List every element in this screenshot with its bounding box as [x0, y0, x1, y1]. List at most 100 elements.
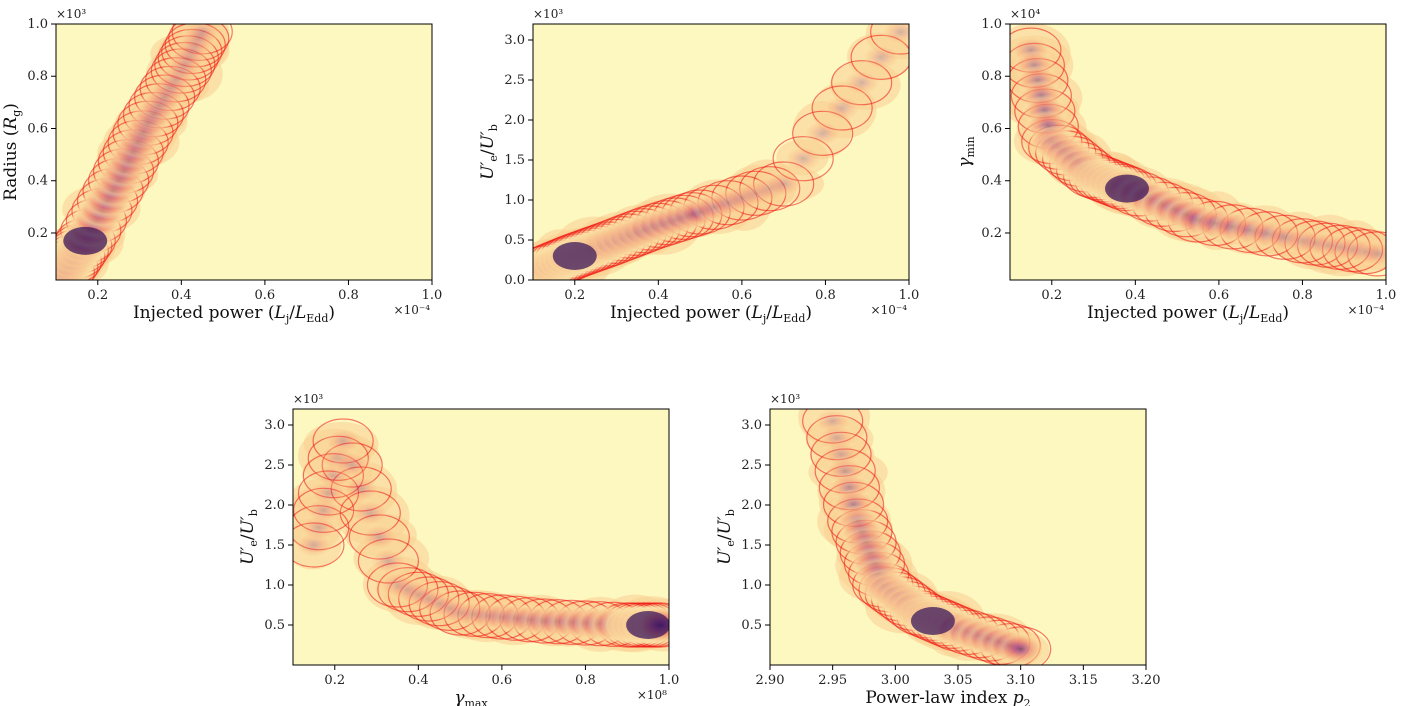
density-peak: [626, 611, 669, 639]
density-peak: [63, 226, 108, 255]
x-tick-label: 0.4: [171, 288, 192, 303]
x-multiplier: ×10⁻⁴: [871, 303, 908, 317]
y-tick-label: 2.5: [741, 458, 762, 473]
x-axis-label: Power-law index p2: [865, 688, 1030, 706]
x-tick-label: 0.2: [87, 288, 108, 303]
subplot-4: 0.2 0.4 0.6 0.8 1.0 0.5 1.0 1.5 2.0 2.5 3.0 ×10³ ×10…: [238, 392, 680, 706]
y-multiplier: ×10³: [533, 7, 563, 21]
x-axis-label: Injected power (Lj/LEdd): [133, 303, 335, 325]
density-blob: [802, 119, 844, 148]
x-tick-label: 0.8: [575, 673, 596, 688]
density-layer: [1010, 24, 1386, 277]
density-blob: [349, 499, 391, 527]
density-blob: [367, 547, 409, 575]
y-tick-label: 1.0: [27, 17, 48, 32]
y-tick-label: 0.8: [27, 69, 48, 84]
y-tick-label: 0.5: [504, 233, 525, 248]
y-tick-label: 0.2: [27, 226, 48, 241]
x-tick-label: 3.00: [881, 673, 910, 688]
x-tick-label: 2.95: [818, 673, 847, 688]
x-tick-label: 0.6: [492, 673, 513, 688]
y-axis-label: U′e/U′b: [238, 509, 260, 565]
density-blob: [1357, 239, 1386, 268]
plot-frame: [292, 408, 670, 666]
x-tick-label: 0.2: [1041, 288, 1062, 303]
density-blob: [841, 68, 883, 97]
density-blob: [358, 523, 400, 551]
y-axis-label: Radius (Rg): [1, 103, 23, 201]
y-tick-label: 1.0: [741, 578, 762, 593]
x-tick-label: 1.0: [1376, 288, 1397, 303]
x-tick-label: 0.4: [1125, 288, 1146, 303]
y-axis-label: U′e/U′b: [478, 124, 500, 180]
y-tick-label: 2.5: [504, 73, 525, 88]
subplot-5: 2.90 2.95 3.00 3.05 3.10 3.15 3.20 0.5 1.0 1.5 2.0…: [715, 392, 1161, 706]
y-axis-label: γmin: [955, 136, 977, 167]
subplot-3: 0.2 0.4 0.6 0.8 1.0 0.2 0.4 0.6 0.8 1.0 ×10⁴ ×10⁻⁴ I…: [955, 7, 1397, 325]
y-tick-label: 0.0: [504, 273, 525, 288]
subplot-grid: 0.2 0.4 0.6 0.8 1.0 0.2 0.4 0.6 0.8 1.0 ×10³ ×10⁻⁴ I…: [1, 7, 1397, 706]
y-multiplier: ×10⁴: [1010, 7, 1040, 21]
x-tick-label: 1.0: [659, 673, 680, 688]
y-multiplier: ×10³: [56, 7, 86, 21]
y-tick-label: 1.5: [504, 153, 525, 168]
y-tick-label: 3.0: [264, 418, 285, 433]
y-tick-label: 1.5: [264, 538, 285, 553]
x-tick-label: 0.6: [732, 288, 753, 303]
density-layer: [798, 409, 1052, 665]
y-tick-label: 3.0: [504, 33, 525, 48]
x-tick-label: 3.20: [1132, 673, 1161, 688]
x-tick-label: 0.2: [564, 288, 585, 303]
density-blob: [763, 170, 805, 198]
density-blob: [181, 24, 223, 46]
y-tick-label: 2.0: [264, 498, 285, 513]
x-tick-label: 3.15: [1069, 673, 1098, 688]
density-layer: [56, 24, 233, 280]
y-tick-label: 1.0: [264, 578, 285, 593]
x-multiplier: ×10⁻⁴: [394, 303, 431, 317]
x-tick-label: 0.8: [815, 288, 836, 303]
x-tick-label: 0.2: [324, 673, 345, 688]
y-tick-label: 2.5: [264, 458, 285, 473]
x-axis-label: Injected power (Lj/LEdd): [610, 303, 812, 325]
density-peak: [1104, 174, 1149, 203]
plot-frame: [532, 23, 910, 281]
density-blob: [340, 475, 382, 503]
density-blob: [880, 24, 909, 46]
density-blob: [821, 94, 863, 122]
density-blob: [860, 43, 902, 72]
density-layer: [533, 24, 909, 280]
density-blob: [331, 451, 373, 479]
y-tick-label: 0.5: [741, 618, 762, 633]
x-tick-label: 0.4: [648, 288, 669, 303]
x-axis-label: Injected power (Lj/LEdd): [1087, 303, 1289, 325]
x-tick-label: 0.8: [338, 288, 359, 303]
y-tick-label: 0.6: [27, 121, 48, 136]
y-tick-label: 0.6: [981, 121, 1002, 136]
y-tick-label: 2.0: [741, 498, 762, 513]
y-tick-label: 2.0: [504, 113, 525, 128]
y-tick-label: 0.5: [264, 618, 285, 633]
density-peak: [910, 607, 955, 635]
x-multiplier: ×10⁻⁴: [1348, 303, 1385, 317]
y-tick-label: 1.0: [981, 17, 1002, 32]
x-tick-label: 1.0: [422, 288, 443, 303]
density-layer: [293, 418, 669, 653]
x-tick-label: 2.90: [756, 673, 785, 688]
y-tick-label: 0.4: [27, 174, 48, 189]
y-tick-label: 1.0: [504, 193, 525, 208]
y-tick-label: 3.0: [741, 418, 762, 433]
x-tick-label: 1.0: [899, 288, 920, 303]
density-blob: [322, 427, 364, 455]
subplot-2: 0.2 0.4 0.6 0.8 1.0 0.0 0.5 1.0 1.5 2.0 2.5 3.0 ×10³…: [478, 7, 920, 325]
y-multiplier: ×10³: [770, 392, 800, 406]
x-multiplier: ×10⁸: [637, 688, 667, 702]
x-tick-label: 0.8: [1292, 288, 1313, 303]
y-tick-label: 0.2: [981, 226, 1002, 241]
y-tick-label: 1.5: [741, 538, 762, 553]
y-multiplier: ×10³: [293, 392, 323, 406]
x-tick-label: 0.6: [1209, 288, 1230, 303]
density-blob: [996, 631, 1046, 665]
density-peak: [552, 242, 597, 270]
